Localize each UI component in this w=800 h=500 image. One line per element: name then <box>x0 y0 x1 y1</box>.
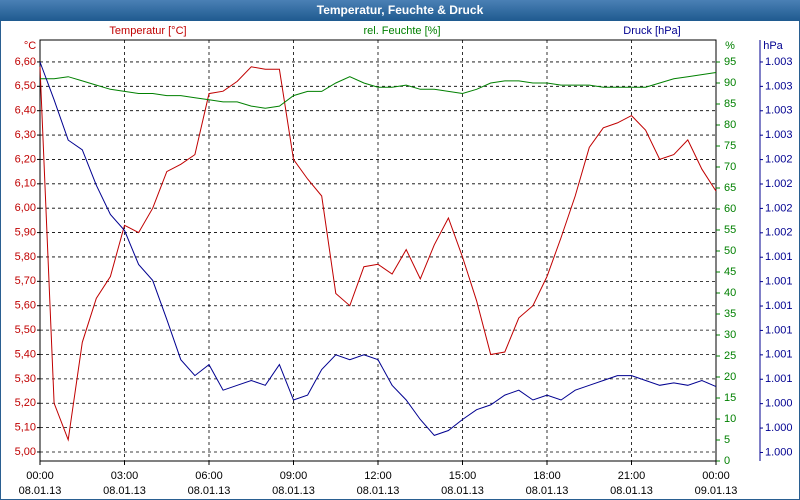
y-tick-label: 5,10 <box>15 422 36 434</box>
y3-tick-label: 1.000 <box>765 422 793 434</box>
y2-tick-label: 40 <box>724 287 736 299</box>
y3-unit: hPa <box>763 40 783 52</box>
y2-tick-label: 85 <box>724 98 736 110</box>
x-tick-date: 08.01.13 <box>103 485 146 497</box>
y2-tick-label: 50 <box>724 245 736 257</box>
y-tick-label: 5,70 <box>15 275 36 287</box>
x-tick-date: 08.01.13 <box>610 485 653 497</box>
y2-tick-label: 15 <box>724 392 736 404</box>
y3-tick-label: 1.002 <box>765 227 793 239</box>
y-tick-label: 6,50 <box>15 80 36 92</box>
x-tick-label: 21:00 <box>618 470 646 482</box>
y2-tick-label: 80 <box>724 119 736 131</box>
y3-tick-label: 1.001 <box>765 300 793 312</box>
x-tick-date: 08.01.13 <box>526 485 569 497</box>
x-tick-label: 00:00 <box>26 470 54 482</box>
legend-label: Temperatur [°C] <box>109 25 186 37</box>
legend-label: Druck [hPa] <box>623 25 680 37</box>
y-tick-label: 5,30 <box>15 373 36 385</box>
y-tick-label: 5,60 <box>15 300 36 312</box>
y3-tick-label: 1.001 <box>765 349 793 361</box>
y-tick-label: 6,60 <box>15 56 36 68</box>
y3-tick-label: 1.001 <box>765 251 793 263</box>
y2-tick-label: 90 <box>724 77 736 89</box>
x-tick-date: 08.01.13 <box>441 485 484 497</box>
y3-tick-label: 1.003 <box>765 56 793 68</box>
y3-tick-label: 1.002 <box>765 178 793 190</box>
x-tick-date: 09.01.13 <box>695 485 738 497</box>
y2-tick-label: 65 <box>724 182 736 194</box>
x-tick-label: 18:00 <box>533 470 561 482</box>
y3-tick-label: 1.002 <box>765 202 793 214</box>
y2-tick-label: 45 <box>724 266 736 278</box>
y-tick-label: 5,20 <box>15 397 36 409</box>
y2-tick-label: 30 <box>724 329 736 341</box>
x-tick-label: 00:00 <box>702 470 730 482</box>
series-line <box>39 66 717 442</box>
y3-tick-label: 1.003 <box>765 105 793 117</box>
y2-tick-label: 10 <box>724 413 736 425</box>
y-tick-label: 6,40 <box>15 105 36 117</box>
x-tick-label: 03:00 <box>111 470 139 482</box>
y2-tick-label: 20 <box>724 371 736 383</box>
y-tick-label: 5,50 <box>15 324 36 336</box>
y-tick-label: 5,40 <box>15 348 36 360</box>
y2-tick-label: 0 <box>724 455 730 467</box>
y2-tick-label: 70 <box>724 161 736 173</box>
y-tick-label: 6,00 <box>15 202 36 214</box>
x-tick-label: 15:00 <box>449 470 477 482</box>
y2-unit: % <box>725 40 735 52</box>
y2-tick-label: 55 <box>724 224 736 236</box>
y2-tick-label: 95 <box>724 56 736 68</box>
y2-tick-label: 35 <box>724 308 736 320</box>
y-unit: °C <box>24 40 36 52</box>
y3-tick-label: 1.001 <box>765 324 793 336</box>
x-tick-label: 06:00 <box>195 470 223 482</box>
y2-tick-label: 75 <box>724 140 736 152</box>
y-tick-label: 6,30 <box>15 129 36 141</box>
y-tick-label: 6,20 <box>15 153 36 165</box>
y3-tick-label: 1.000 <box>765 446 793 458</box>
series-line <box>39 61 717 436</box>
x-tick-date: 08.01.13 <box>272 485 315 497</box>
x-tick-date: 08.01.13 <box>188 485 231 497</box>
x-tick-date: 08.01.13 <box>357 485 400 497</box>
x-tick-label: 12:00 <box>364 470 392 482</box>
y2-tick-label: 60 <box>724 203 736 215</box>
y3-tick-label: 1.001 <box>765 373 793 385</box>
x-tick-label: 09:00 <box>280 470 308 482</box>
y-tick-label: 5,80 <box>15 251 36 263</box>
y3-tick-label: 1.000 <box>765 398 793 410</box>
y3-tick-label: 1.003 <box>765 80 793 92</box>
y3-tick-label: 1.002 <box>765 153 793 165</box>
y2-tick-label: 5 <box>724 434 730 446</box>
chart-title: Temperatur, Feuchte & Druck <box>317 3 484 17</box>
y3-tick-label: 1.001 <box>765 276 793 288</box>
y-tick-label: 5,90 <box>15 226 36 238</box>
y3-tick-label: 1.003 <box>765 129 793 141</box>
y2-tick-label: 25 <box>724 350 736 362</box>
legend-label: rel. Feuchte [%] <box>363 25 440 37</box>
y-tick-label: 6,10 <box>15 178 36 190</box>
title-bar <box>0 0 800 21</box>
series-line <box>40 72 717 109</box>
y-tick-label: 5,00 <box>15 446 36 458</box>
x-tick-date: 08.01.13 <box>19 485 62 497</box>
